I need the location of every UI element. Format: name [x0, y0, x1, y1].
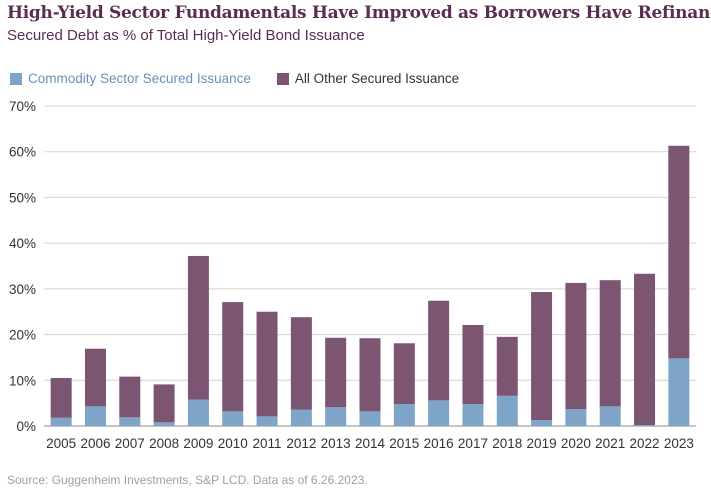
bar-commodity [668, 358, 690, 426]
bar-other [462, 324, 484, 405]
x-tick-label: 2017 [458, 436, 488, 451]
bar-chart: 0% 10% 20% 30% 40% 50% 60% 70% 2005 2006 2007 2008 2… [9, 99, 696, 451]
bar-other [256, 311, 278, 417]
x-tick-label: 2011 [253, 436, 282, 451]
bar-commodity [496, 395, 518, 426]
bar-other [634, 273, 656, 426]
bar-other [393, 343, 415, 405]
bar-commodity [393, 404, 415, 426]
bar-other [119, 376, 141, 418]
y-tick-label: 30% [9, 282, 36, 297]
x-tick-label: 2007 [115, 436, 145, 451]
bar-commodity [50, 417, 72, 426]
x-tick-label: 2014 [355, 436, 386, 451]
x-tick-label: 2023 [664, 436, 694, 451]
bar-other [496, 336, 518, 396]
bar-other [325, 337, 347, 408]
bar-commodity [187, 399, 209, 426]
y-tick-label: 40% [9, 236, 36, 251]
x-tick-label: 2021 [595, 436, 625, 451]
x-tick-label: 2006 [80, 436, 110, 451]
bar-commodity [359, 411, 381, 426]
legend: Commodity Sector Secured Issuance All Ot… [10, 71, 485, 86]
bar-commodity [599, 406, 621, 426]
legend-swatch-other [276, 72, 289, 85]
bar-commodity [565, 409, 587, 426]
bar-other [428, 300, 450, 401]
y-tick-label: 70% [9, 99, 36, 114]
y-tick-label: 0% [16, 419, 36, 434]
y-tick-label: 50% [9, 190, 36, 205]
bar-other [599, 280, 621, 407]
x-tick-label: 2019 [527, 436, 557, 451]
bar-other [84, 348, 106, 407]
bar-other [153, 384, 175, 423]
bar-other [359, 338, 381, 412]
legend-swatch-commodity [10, 72, 22, 85]
legend-label-commodity: Commodity Sector Secured Issuance [28, 71, 251, 86]
bar-other [565, 282, 587, 410]
legend-item-other: All Other Secured Issuance [276, 71, 460, 86]
x-tick-label: 2015 [389, 436, 419, 451]
x-tick-label: 2018 [492, 436, 522, 451]
bar-other [222, 302, 244, 412]
y-tick-label: 20% [9, 328, 36, 343]
x-tick-label: 2020 [561, 436, 591, 451]
source-note: Source: Guggenheim Investments, S&P LCD.… [7, 473, 368, 487]
bar-commodity [428, 400, 450, 426]
bar-commodity [462, 404, 484, 426]
bar-other [668, 145, 690, 359]
x-tick-label: 2022 [630, 436, 660, 451]
chart-subtitle: Secured Debt as % of Total High-Yield Bo… [7, 27, 365, 44]
x-tick-label: 2016 [424, 436, 454, 451]
bar-commodity [256, 416, 278, 426]
bar-commodity [119, 417, 141, 426]
chart-title: High-Yield Sector Fundamentals Have Impr… [7, 3, 711, 23]
bar-other [531, 292, 553, 421]
x-tick-label: 2005 [46, 436, 76, 451]
bar-commodity [222, 411, 244, 426]
x-tick-label: 2009 [183, 436, 213, 451]
bar-other [187, 255, 209, 400]
bar-commodity [325, 407, 347, 426]
bar-commodity [634, 425, 656, 426]
y-tick-label: 60% [9, 145, 36, 160]
bar-commodity [290, 409, 312, 426]
bar-other [50, 378, 72, 418]
x-tick-label: 2008 [149, 436, 179, 451]
legend-item-commodity: Commodity Sector Secured Issuance [10, 71, 251, 86]
y-tick-label: 10% [9, 373, 36, 388]
x-tick-label: 2010 [218, 436, 248, 451]
legend-label-other: All Other Secured Issuance [294, 71, 460, 86]
x-tick-label: 2012 [286, 436, 316, 451]
bar-other [290, 317, 312, 410]
bar-commodity [153, 422, 175, 426]
bar-commodity [531, 420, 553, 426]
bar-commodity [84, 406, 106, 426]
x-tick-label: 2013 [321, 436, 351, 451]
